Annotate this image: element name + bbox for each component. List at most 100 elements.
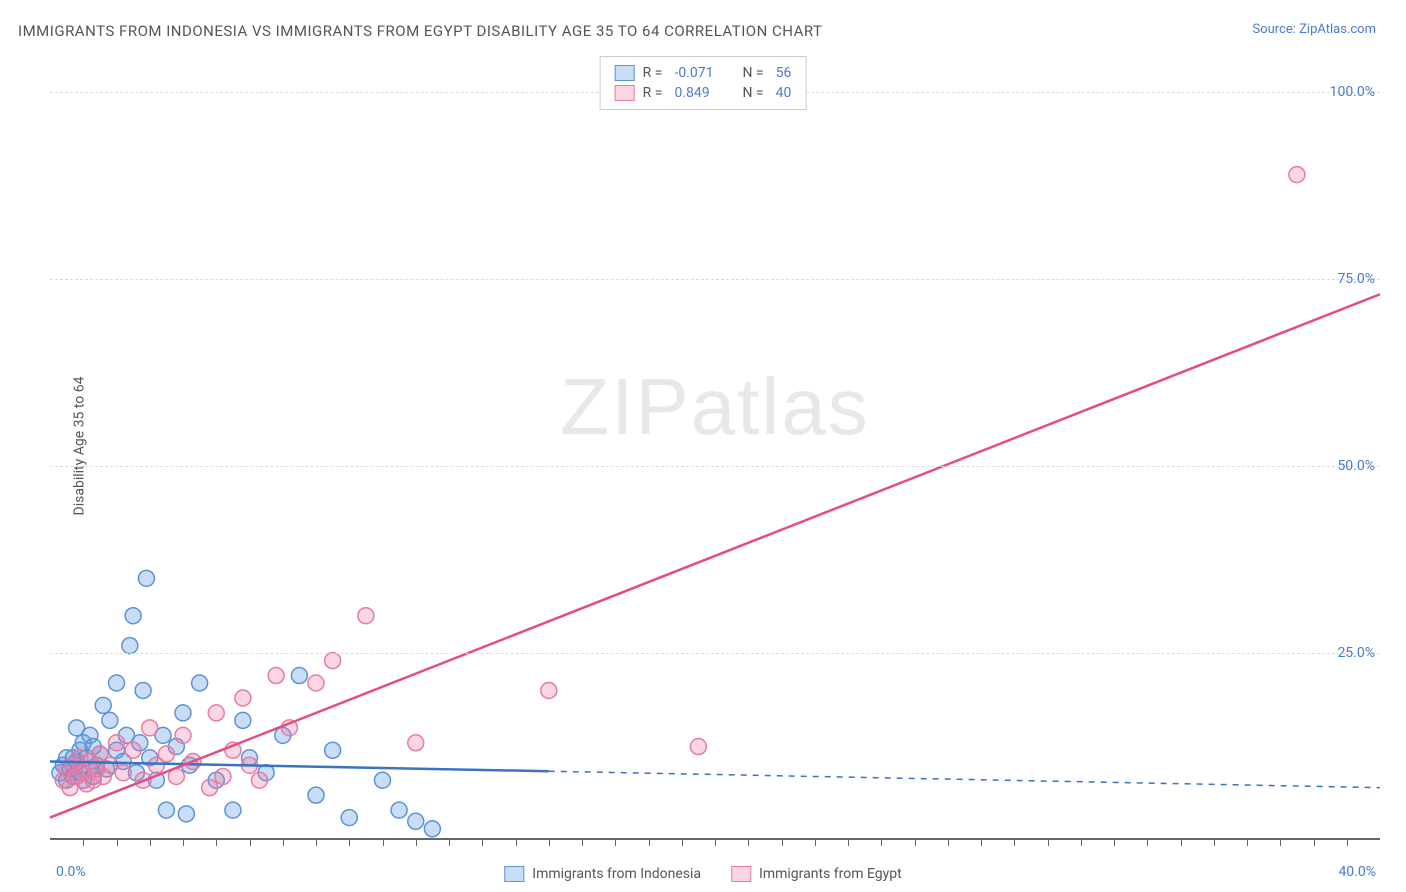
x-tick [117,838,118,846]
series-legend: Immigrants from IndonesiaImmigrants from… [504,866,901,882]
scatter-point [115,765,131,781]
y-tick-label: 25.0% [1337,645,1375,661]
scatter-point [408,735,424,751]
scatter-point [158,746,174,762]
legend-swatch [731,866,751,882]
scatter-point [95,697,111,713]
scatter-point [109,675,125,691]
legend-r-value: -0.071 [674,65,734,81]
scatter-point [178,806,194,822]
x-axis-max-label: 40.0% [1338,864,1376,880]
legend-swatch [504,866,524,882]
x-tick [848,838,849,846]
x-tick [416,838,417,846]
x-tick [383,838,384,846]
legend-n-label: N = [742,85,763,101]
x-tick [649,838,650,846]
x-tick [349,838,350,846]
series-legend-item: Immigrants from Egypt [731,866,902,882]
x-tick [748,838,749,846]
x-tick [682,838,683,846]
trend-line-extrapolated [549,771,1380,787]
x-tick [216,838,217,846]
gridline [50,466,1380,467]
source-link[interactable]: Source: ZipAtlas.com [1252,22,1376,37]
scatter-point [690,739,706,755]
scatter-point [138,570,154,586]
scatter-point [235,690,251,706]
gridline [50,279,1380,280]
scatter-point [175,727,191,743]
scatter-point [142,720,158,736]
scatter-point [122,638,138,654]
x-tick [1048,838,1049,846]
x-tick [1181,838,1182,846]
x-tick [915,838,916,846]
scatter-point [175,705,191,721]
scatter-point [325,653,341,669]
x-tick [549,838,550,846]
gridline [50,653,1380,654]
legend-r-label: R = [643,65,663,81]
legend-swatch [615,85,635,101]
scatter-point [424,821,440,837]
scatter-point [215,768,231,784]
scatter-point [541,682,557,698]
scatter-point [375,772,391,788]
scatter-point [291,668,307,684]
x-tick [1147,838,1148,846]
plot-area: ZIPatlas 25.0%50.0%75.0%100.0% [50,55,1380,840]
x-tick [1114,838,1115,846]
plot-svg [50,55,1380,838]
x-tick [981,838,982,846]
scatter-point [135,682,151,698]
scatter-point [202,780,218,796]
y-tick-label: 75.0% [1337,271,1375,287]
x-tick [482,838,483,846]
x-axis-min-label: 0.0% [56,864,86,880]
legend-n-value: 40 [776,85,792,101]
x-tick [715,838,716,846]
y-tick-label: 100.0% [1330,84,1375,100]
x-tick [782,838,783,846]
x-tick [1247,838,1248,846]
scatter-point [225,802,241,818]
trend-line [50,294,1380,817]
scatter-point [208,705,224,721]
scatter-point [109,735,125,751]
x-tick [815,838,816,846]
scatter-point [341,810,357,826]
scatter-point [308,675,324,691]
scatter-point [268,668,284,684]
scatter-point [408,813,424,829]
scatter-point [391,802,407,818]
x-tick [150,838,151,846]
x-tick [250,838,251,846]
scatter-point [158,802,174,818]
y-tick-label: 50.0% [1337,458,1375,474]
legend-n-value: 56 [776,65,792,81]
chart-title: IMMIGRANTS FROM INDONESIA VS IMMIGRANTS … [18,22,823,40]
x-tick [948,838,949,846]
stats-legend-row: R =-0.071N =56 [615,63,792,83]
x-tick [615,838,616,846]
x-tick [1280,838,1281,846]
x-tick [449,838,450,846]
scatter-point [251,772,267,788]
scatter-point [125,608,141,624]
legend-r-value: 0.849 [674,85,734,101]
x-tick [1014,838,1015,846]
x-tick [183,838,184,846]
legend-r-label: R = [643,85,663,101]
legend-swatch [615,65,635,81]
scatter-point [325,742,341,758]
scatter-point [102,712,118,728]
x-tick [1347,838,1348,846]
x-tick [1214,838,1215,846]
x-tick [83,838,84,846]
x-tick [283,838,284,846]
scatter-point [358,608,374,624]
stats-legend-row: R = 0.849 N = 40 [615,83,792,103]
x-tick [881,838,882,846]
x-tick [1081,838,1082,846]
